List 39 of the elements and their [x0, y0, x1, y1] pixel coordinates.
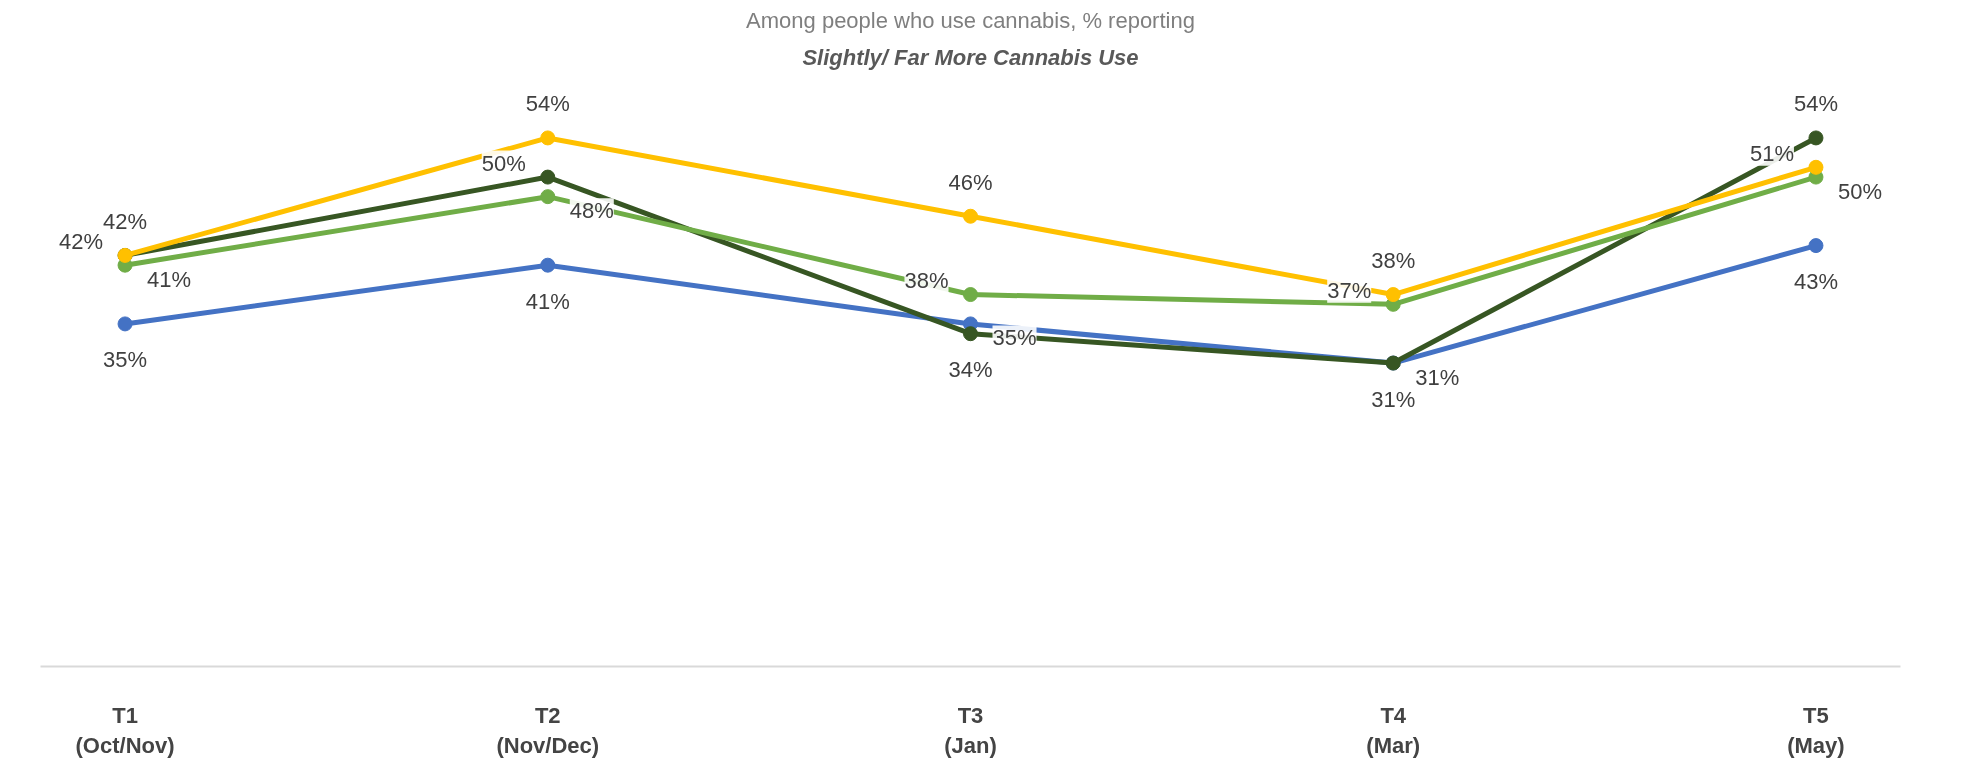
point	[1808, 238, 1824, 254]
data-label: 31%	[1415, 364, 1460, 390]
data-label: 46%	[948, 169, 993, 195]
point	[540, 130, 556, 146]
point	[963, 287, 978, 303]
point	[540, 189, 556, 205]
point	[963, 326, 978, 342]
point	[117, 316, 133, 332]
data-label: 54%	[1793, 91, 1838, 117]
point	[963, 208, 978, 224]
data-label: 31%	[1371, 386, 1416, 412]
data-label: 37%	[1327, 277, 1372, 303]
data-label: 38%	[1371, 248, 1416, 274]
data-label: 42%	[59, 228, 104, 254]
data-label: 43%	[1793, 269, 1838, 295]
x-tick-label: T3 (Jan)	[944, 702, 997, 758]
data-label: 42%	[103, 208, 148, 234]
point	[1808, 130, 1824, 146]
point	[1385, 287, 1401, 303]
data-label: 51%	[1749, 140, 1794, 166]
chart-title: Among people who use cannabis, % reporting	[746, 7, 1195, 33]
data-label: 35%	[992, 325, 1037, 351]
data-label: 38%	[904, 268, 949, 294]
data-label: 48%	[569, 198, 614, 224]
chart-subtitle: Slightly/ Far More Cannabis Use	[802, 44, 1139, 70]
data-label: 41%	[147, 266, 192, 292]
data-label: 54%	[525, 91, 570, 117]
point	[1808, 159, 1824, 175]
data-label: 34%	[948, 357, 993, 383]
data-label: 50%	[1837, 178, 1882, 204]
data-label: 35%	[103, 347, 148, 373]
data-label: 41%	[525, 288, 570, 314]
x-tick-label: T5 (May)	[1787, 702, 1845, 758]
x-tick-label: T1 (Oct/Nov)	[75, 702, 175, 758]
point	[540, 169, 556, 185]
point	[540, 257, 556, 273]
data-label: 50%	[481, 150, 526, 176]
x-tick-label: T2 (Nov/Dec)	[496, 702, 600, 758]
x-tick-label: T4 (Mar)	[1366, 702, 1421, 758]
